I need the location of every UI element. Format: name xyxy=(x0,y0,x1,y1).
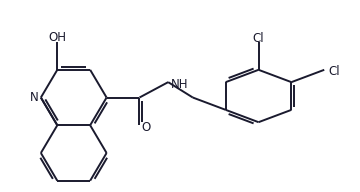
Text: Cl: Cl xyxy=(328,65,340,78)
Text: NH: NH xyxy=(171,78,189,91)
Text: OH: OH xyxy=(48,31,66,44)
Text: O: O xyxy=(141,121,151,134)
Text: Cl: Cl xyxy=(253,32,264,45)
Text: N: N xyxy=(30,91,39,104)
